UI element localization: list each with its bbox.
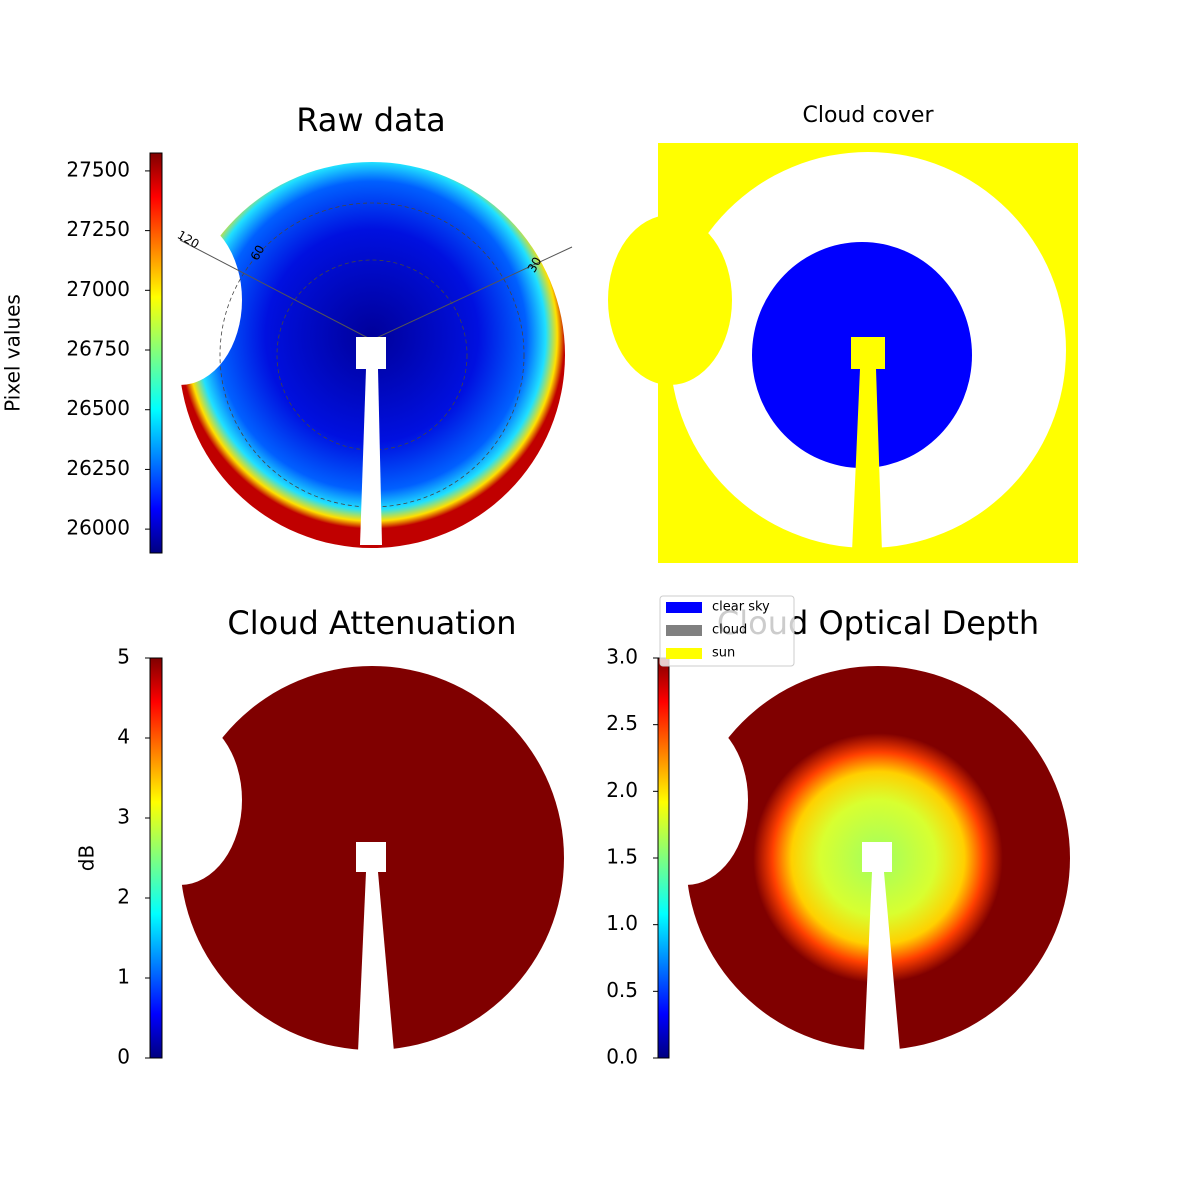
optical-depth-image (624, 666, 1070, 1052)
panel-title: Cloud Attenuation (227, 604, 516, 642)
colorbar-tick-label: 0 (117, 1045, 130, 1069)
colorbar-tick-label: 3.0 (606, 645, 638, 669)
colorbar-tick-label: 2.5 (606, 711, 638, 735)
colorbar-tick-label: 2.0 (606, 778, 638, 802)
panel-title: Cloud cover (803, 103, 935, 128)
colorbar (149, 657, 163, 1059)
colorbar-tick-label: 1 (117, 965, 130, 989)
colorbar-tick-label: 5 (117, 645, 130, 669)
legend-swatch (666, 625, 702, 636)
colorbar-tick-label: 26750 (66, 337, 130, 361)
legend-swatch (666, 602, 702, 613)
colorbar-tick-label: 26000 (66, 516, 130, 540)
legend-label: clear sky (712, 600, 770, 615)
colorbar-tick-label: 1.5 (606, 845, 638, 869)
legend: clear sky cloud sun (659, 595, 795, 667)
polar-grid-label: 60 (248, 243, 268, 263)
panel-title: Raw data (296, 101, 446, 139)
colorbar-tick-label: 2 (117, 885, 130, 909)
colorbar-tick-label: 27250 (66, 217, 130, 241)
polar-grid-label: 30 (525, 255, 545, 275)
attenuation-image (118, 666, 564, 1052)
colorbar (657, 657, 670, 1059)
legend-label: cloud (712, 623, 747, 638)
colorbar-tick-label: 27500 (66, 157, 130, 181)
raw-image (118, 162, 573, 548)
colorbar-tick-label: 4 (117, 725, 130, 749)
colorbar-tick-label: 1.0 (606, 911, 638, 935)
legend-swatch (666, 648, 702, 659)
cloud-cover-image (608, 143, 1078, 563)
colorbar-tick-label: 26500 (66, 396, 130, 420)
colorbar-tick-label: 0.5 (606, 978, 638, 1002)
legend-label: sun (712, 646, 735, 661)
colorbar (149, 152, 163, 554)
colorbar-label: dB (75, 845, 99, 871)
colorbar-tick-label: 26250 (66, 456, 130, 480)
colorbar-label: Pixel values (1, 294, 25, 412)
colorbar-tick-label: 0.0 (606, 1045, 638, 1069)
colorbar-tick-label: 27000 (66, 277, 130, 301)
colorbar-tick-label: 3 (117, 805, 130, 829)
